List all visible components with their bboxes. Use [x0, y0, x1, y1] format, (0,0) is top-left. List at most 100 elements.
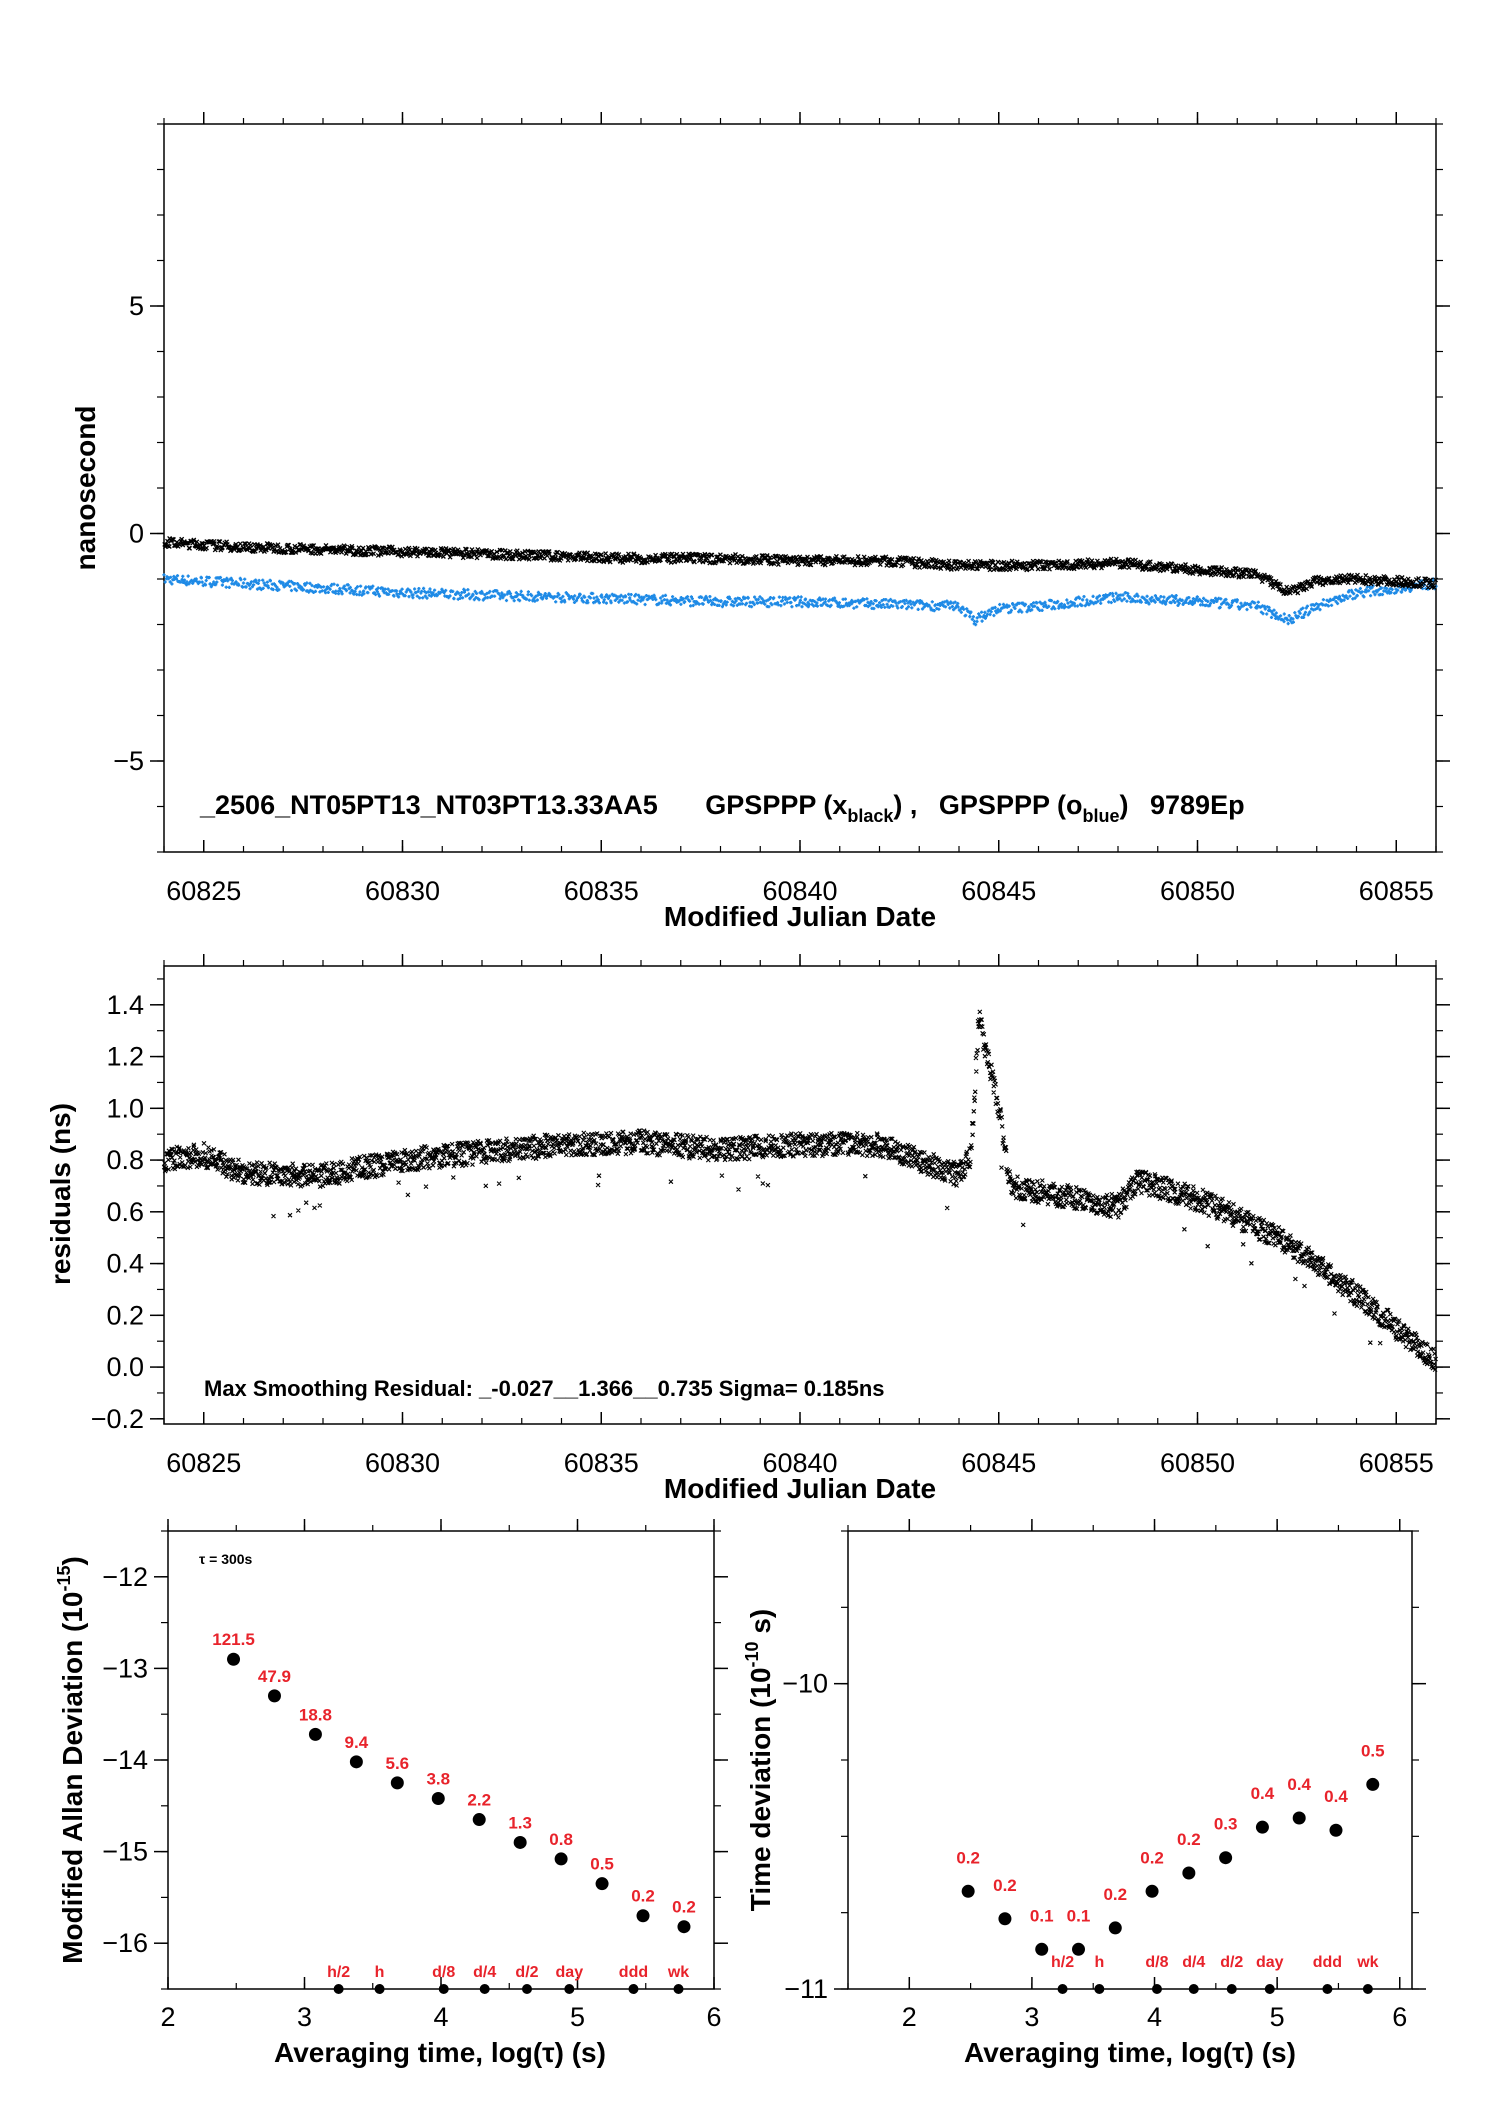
panel3-xtick-label: 3: [297, 2002, 312, 2032]
mdev-point-label: 0.5: [590, 1855, 614, 1874]
panel2-ytick-label: −0.2: [91, 1404, 144, 1434]
tdev-point: [1182, 1866, 1196, 1880]
mdev-point: [472, 1813, 486, 1827]
tdev-point-label: 0.2: [1177, 1830, 1201, 1849]
tdev-marker-dot: [1322, 1984, 1333, 1994]
mdev-marker-label: day: [556, 1964, 584, 1981]
tdev-point-label: 0.4: [1324, 1787, 1348, 1806]
mdev-marker-dot: [521, 1984, 532, 1994]
panel-residuals: 60825 60830 60835 60840 60845 60850 60855 1.4 1.…: [45, 954, 1450, 1504]
panel4-ylabel-main: Time deviation (10: [745, 1667, 776, 1911]
mdev-point: [595, 1877, 609, 1891]
mdev-marker-dot: [673, 1984, 684, 1994]
panel1-ylabel: nanosecond: [70, 406, 101, 571]
panel1-xtick-label: 60825: [166, 876, 241, 906]
mdev-marker-dot: [374, 1984, 385, 1994]
mdev-point: [677, 1920, 691, 1934]
panel3-xtick-label: 2: [160, 2002, 175, 2032]
panel2-marks: [161, 1009, 1438, 1372]
panel3-ytick-label: −16: [102, 1928, 148, 1958]
tdev-point: [1255, 1820, 1269, 1834]
panel2-xtick-label: 60850: [1160, 1448, 1235, 1478]
tdev-point-label: 0.4: [1287, 1775, 1311, 1794]
tdev-marker-dot: [1188, 1984, 1199, 1994]
panel3-ytick-label: −12: [102, 1562, 148, 1592]
tdev-marker-dot: [1362, 1984, 1373, 1994]
tdev-marker-label: d/2: [1220, 1954, 1243, 1971]
mdev-point-label: 3.8: [426, 1769, 450, 1788]
annotation-right-name: GPSPPP (o: [939, 790, 1083, 820]
panel1-xtick-label: 60855: [1359, 876, 1434, 906]
tdev-point: [1292, 1811, 1306, 1825]
tdev-marker-label: wk: [1356, 1954, 1378, 1971]
panel4-xtick-label: 3: [1024, 2002, 1039, 2032]
panel2-frame: [163, 965, 1437, 1425]
mdev-marker-label: h/2: [327, 1964, 350, 1981]
panel4-xtick-label: 6: [1392, 2002, 1407, 2032]
panel3-ticks: 2 3 4 5 6 −12 −13 −14 −15 −16: [102, 1519, 728, 2032]
panel2-annotation: Max Smoothing Residual: _-0.027__1.366__…: [204, 1376, 885, 1401]
annotation-left-name: GPSPPP (x: [705, 790, 847, 820]
mdev-point-label: 9.4: [345, 1733, 369, 1752]
mdev-marker-dot: [628, 1984, 639, 1994]
tdev-point: [1329, 1823, 1343, 1837]
panel3-xtick-label: 6: [706, 2002, 721, 2032]
panel1-marks: [162, 535, 1439, 627]
tdev-point-label: 0.2: [956, 1848, 980, 1867]
mdev-point-label: 0.8: [549, 1830, 573, 1849]
series-gpsppp-black: [162, 535, 1439, 597]
tdev-marker-dot: [1057, 1984, 1068, 1994]
mdev-point-label: 47.9: [258, 1667, 291, 1686]
panel4-xtick-label: 2: [902, 2002, 917, 2032]
panel3-marks: 121.547.9 18.8 9.4 5.6 3.8 2.2 1.3 0.8 0.5 0.2 0.2…: [212, 1630, 696, 1994]
panel1-frame: [163, 123, 1437, 853]
mdev-point: [308, 1727, 322, 1741]
tdev-marker-dot: [1226, 1984, 1237, 1994]
panel2-xtick-label: 60835: [564, 1448, 639, 1478]
panel1-xtick-label: 60830: [365, 876, 440, 906]
panel4-ylabel: Time deviation (10-10 s): [742, 1609, 776, 1912]
mdev-point: [431, 1791, 445, 1805]
mdev-point: [390, 1776, 404, 1790]
panel2-ticks: 60825 60830 60835 60840 60845 60850 60855 1.4 1.…: [91, 954, 1450, 1478]
panel1-xtick-label: 60840: [762, 876, 837, 906]
series-gpsppp-blue: [162, 573, 1438, 627]
tdev-point-label: 0.1: [1067, 1906, 1091, 1925]
tdev-point-label: 0.4: [1251, 1784, 1275, 1803]
panel3-ylabel-close: ): [57, 1556, 88, 1565]
panel3-ytick-label: −15: [102, 1837, 148, 1867]
panel-timeseries: 60825 60830 60835 60840 60845 60850 6085550−5 …: [70, 112, 1450, 932]
mdev-marker-label: h: [375, 1964, 385, 1981]
mdev-point: [513, 1835, 527, 1849]
mdev-marker-label: d/4: [473, 1964, 496, 1981]
panel2-ytick-label: 0.4: [106, 1249, 144, 1279]
tdev-point: [1072, 1942, 1086, 1956]
annotation-right-sub: blue: [1082, 806, 1119, 826]
panel1-xtick-label: 60835: [564, 876, 639, 906]
annotation-right-close: ): [1119, 790, 1128, 820]
mdev-marker-label: wk: [667, 1964, 689, 1981]
panel3-tau-note: τ = 300s: [199, 1551, 253, 1567]
panel2-xtick-label: 60825: [166, 1448, 241, 1478]
panel2-ylabel: residuals (ns): [45, 1103, 76, 1285]
tdev-marker-label: ddd: [1313, 1954, 1342, 1971]
panel4-marks: 0.2 0.2 0.1 0.1 0.2 0.2 0.2 0.3 0.4 0.4 0.4 0.5 h/2 h…: [956, 1741, 1385, 1994]
mdev-marker-dot: [333, 1984, 344, 1994]
mdev-marker-label: ddd: [619, 1964, 648, 1981]
tdev-point: [1145, 1884, 1159, 1898]
panel2-ytick-label: 0.6: [106, 1197, 144, 1227]
panel3-ylabel: Modified Allan Deviation (10-15): [54, 1556, 88, 1964]
tdev-point: [1366, 1777, 1380, 1791]
annotation-tag: 9789Ep: [1150, 790, 1245, 820]
mdev-marker-dot: [564, 1984, 575, 1994]
mdev-point: [554, 1852, 568, 1866]
panel2-xtick-label: 60830: [365, 1448, 440, 1478]
tdev-point: [1035, 1942, 1049, 1956]
panel4-ticks: 2 3 4 5 6 −10 −11: [782, 1519, 1426, 2032]
panel4-frame: [847, 1530, 1413, 1990]
panel1-ytick-label: −5: [113, 746, 144, 776]
panel1-ticks: 60825 60830 60835 60840 60845 60850 60855 5 0 −5: [113, 112, 1450, 906]
mdev-point-label: 0.2: [631, 1887, 655, 1906]
panel2-xtick-label: 60840: [762, 1448, 837, 1478]
mdev-marker-dot: [479, 1984, 490, 1994]
